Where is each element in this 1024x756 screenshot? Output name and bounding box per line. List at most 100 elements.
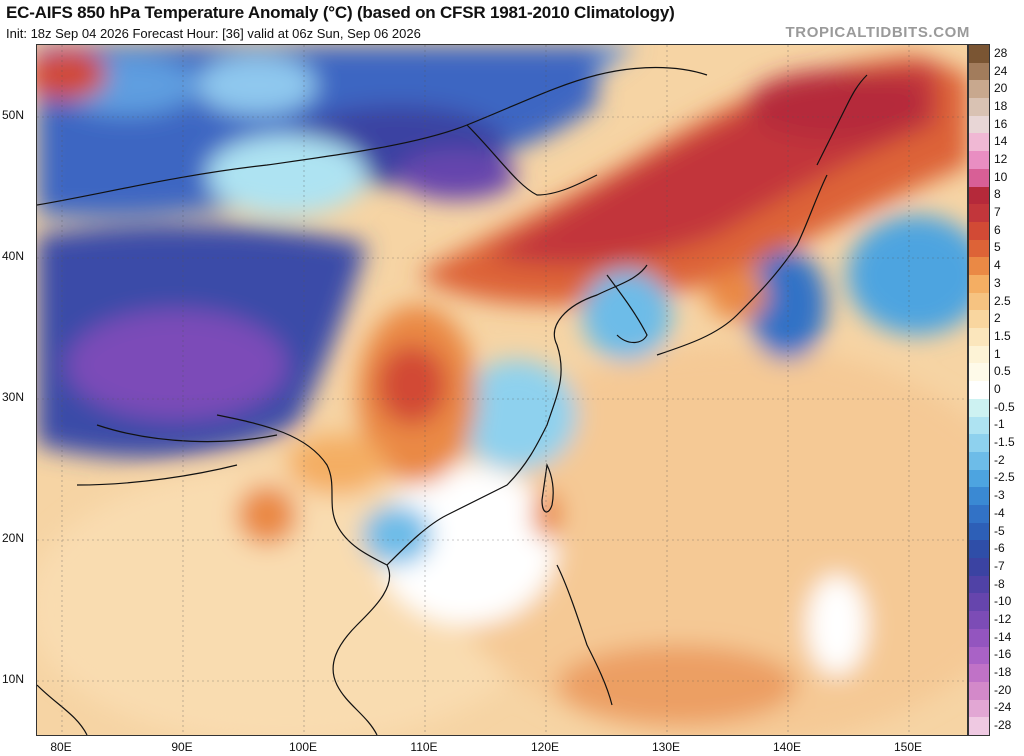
forecast-info: Init: 18z Sep 04 2026 Forecast Hour: [36… (6, 26, 421, 41)
colorbar-swatch (969, 186, 989, 205)
map-graphic (37, 45, 967, 735)
lon-label-90e: 90E (171, 740, 193, 754)
colorbar-swatch (969, 664, 989, 683)
colorbar-tick-label: -24 (994, 700, 1012, 715)
colorbar-tick-label: -4 (994, 505, 1005, 520)
lon-label-150e: 150E (893, 740, 923, 754)
colorbar-tick-label: -6 (994, 541, 1005, 556)
colorbar-tick-label: 2.5 (994, 293, 1011, 308)
colorbar-swatch (969, 717, 989, 736)
colorbar-tick-label: -10 (994, 594, 1012, 609)
colorbar-swatch (969, 575, 989, 594)
colorbar-tick-label: 24 (994, 63, 1008, 78)
colorbar-swatch (969, 257, 989, 276)
colorbar-swatch (969, 133, 989, 152)
colorbar-swatch (969, 345, 989, 364)
colorbar-tick-label: 0.5 (994, 364, 1011, 379)
colorbar-swatch (969, 628, 989, 648)
colorbar-swatch (969, 275, 989, 294)
anomaly-map (36, 44, 968, 736)
colorbar-swatch (969, 434, 989, 453)
colorbar-tick-label: 2 (994, 311, 1001, 326)
colorbar-swatch (969, 558, 989, 577)
colorbar-swatch (969, 98, 989, 117)
lon-label-100e: 100E (288, 740, 318, 754)
colorbar-tick-label: -16 (994, 647, 1012, 662)
colorbar-swatch (969, 45, 989, 64)
colorbar-tick-label: 20 (994, 81, 1008, 96)
colorbar-tick-label: 7 (994, 205, 1001, 220)
colorbar-swatch (969, 593, 989, 612)
lon-label-130e: 130E (651, 740, 681, 754)
colorbar-swatch (969, 487, 989, 506)
colorbar-swatch (969, 451, 989, 471)
colorbar-tick-label: -0.5 (994, 399, 1015, 414)
colorbar-tick-label: 16 (994, 116, 1008, 131)
colorbar-swatch (969, 699, 989, 718)
lat-label-40n: 40N (2, 249, 25, 263)
colorbar-swatch (969, 398, 989, 418)
colorbar-swatch (969, 381, 989, 400)
colorbar-tick-label: -1 (994, 417, 1005, 432)
colorbar-tick-label: -2.5 (994, 470, 1015, 485)
colorbar-tick-label: 5 (994, 240, 1001, 255)
colorbar-swatch (969, 62, 989, 81)
colorbar-tick-label: 14 (994, 134, 1008, 149)
colorbar-swatch (969, 221, 989, 241)
colorbar-tick-label: 18 (994, 98, 1008, 113)
lat-label-20n: 20N (2, 531, 25, 545)
colorbar-swatch (969, 611, 989, 630)
lat-label-30n: 30N (2, 390, 25, 404)
coastlines (37, 66, 868, 735)
colorbar-swatch (969, 80, 989, 99)
colorbar-swatch (969, 310, 989, 329)
colorbar-tick-label: 1 (994, 346, 1001, 361)
colorbar-tick-label: -20 (994, 682, 1012, 697)
colorbar-swatch (969, 168, 989, 188)
colorbar-tick-label: 12 (994, 152, 1008, 166)
colorbar-swatch (969, 416, 989, 435)
colorbar-tick-label: -8 (994, 576, 1005, 591)
colorbar-tick-label: -28 (994, 718, 1012, 733)
colorbar-swatch (969, 328, 989, 347)
colorbar-tick-label: -1.5 (994, 435, 1015, 450)
lon-label-80e: 80E (50, 740, 72, 754)
colorbar-swatch (969, 522, 989, 541)
colorbar-tick-label: 28 (994, 45, 1008, 60)
lat-label-50n: 50N (2, 108, 25, 122)
colorbar-swatch (969, 115, 989, 134)
colorbar-tick-label: -2 (994, 452, 1005, 467)
colorbar-swatch (969, 469, 989, 488)
credit-watermark: TROPICALTIDBITS.COM (785, 24, 970, 41)
colorbar-tick-label: 8 (994, 187, 1001, 202)
colorbar-tick-label: 1.5 (994, 328, 1011, 343)
colorbar-tick-label: 4 (994, 258, 1001, 273)
colorbar-tick-label: -7 (994, 558, 1005, 573)
colorbar-swatch (969, 292, 989, 311)
lat-label-10n: 10N (2, 672, 25, 686)
colorbar-tick-label: 6 (994, 222, 1001, 237)
colorbar (968, 44, 990, 736)
colorbar-swatch (969, 540, 989, 559)
colorbar-tick-label: 10 (994, 169, 1008, 184)
lon-label-110e: 110E (410, 740, 438, 754)
colorbar-swatch (969, 239, 989, 258)
colorbar-tick-label: -18 (994, 665, 1012, 680)
lon-label-120e: 120E (530, 740, 560, 754)
chart-title: EC-AIFS 850 hPa Temperature Anomaly (°C)… (6, 3, 675, 22)
anomaly-field (37, 45, 967, 735)
colorbar-tick-label: -3 (994, 488, 1005, 503)
colorbar-tick-label: 3 (994, 275, 1001, 290)
colorbar-swatch (969, 681, 989, 701)
colorbar-tick-label: -14 (994, 629, 1012, 644)
colorbar-swatch (969, 646, 989, 665)
lon-label-140e: 140E (772, 740, 802, 754)
colorbar-tick-label: -12 (994, 612, 1012, 626)
colorbar-tick-label: -5 (994, 523, 1005, 538)
graticule (37, 45, 967, 735)
colorbar-swatch (969, 505, 989, 524)
colorbar-swatch (969, 151, 989, 170)
colorbar-tick-label: 0 (994, 382, 1001, 396)
colorbar-swatch (969, 363, 989, 382)
colorbar-swatch (969, 204, 989, 223)
